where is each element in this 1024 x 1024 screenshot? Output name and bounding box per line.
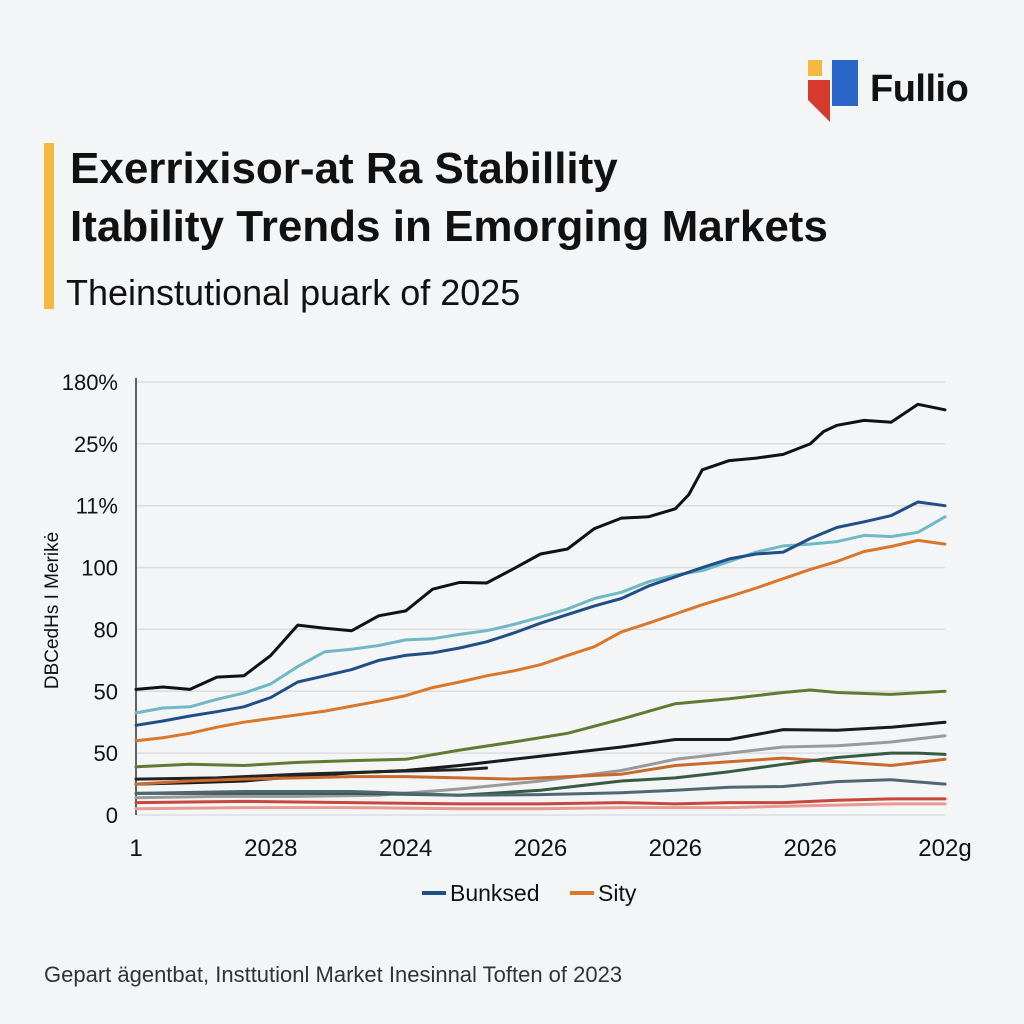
x-tick-label: 2026 [783,835,836,862]
y-tick-label: 100 [81,556,118,581]
legend-label: Sity [598,880,637,906]
series-line [134,797,947,806]
series-line [134,802,947,811]
x-tick-label: 2024 [379,835,432,862]
series-line [134,538,947,743]
logo-blue-block [832,60,858,106]
y-tick-label: 25% [74,432,118,457]
y-tick-label: 11% [76,494,118,519]
series-line [134,688,947,769]
series-line [134,766,489,781]
x-tick-label: 2026 [514,835,567,862]
y-tick-label: 80 [94,617,118,642]
series-line [134,778,947,797]
x-tick-label: 2026 [649,835,702,862]
page-subtitle: Theinstutional puark of 2025 [66,272,521,313]
brand-name: Fullio [870,68,969,110]
series-line [134,734,947,800]
brand-logo: Fullio [806,58,986,124]
x-tick-label: 2028 [244,835,297,862]
title-line-2: Itability Trends in Emorging Markets [70,202,828,251]
source-caption: Gepart ägentbat, Insttutionl Market Ines… [44,962,623,987]
series-line [134,500,947,727]
y-tick-label: 0 [106,803,118,828]
x-tick-label: 202g [918,835,971,862]
series-line [134,515,947,715]
page-title: Exerrixisor-at Ra Stabillity Itability T… [70,140,970,256]
title-accent-bar [44,143,54,309]
line-chart: 0 50 50 80 100 11% 25% 180% 1 2028 2024 2026 2026 202… [42,370,972,906]
series-line [134,751,947,797]
logo-red-block [808,80,830,122]
y-axis-title: DBCedHs I Merikė [42,532,63,689]
logo-yellow-block [808,60,822,76]
legend-label: Bunksed [450,880,540,906]
y-tick-label: 50 [94,741,118,766]
title-line-1: Exerrixisor-at Ra Stabillity [70,144,618,193]
y-tick-label: 50 [94,679,118,704]
y-tick-label: 180% [62,370,118,395]
x-tick-label: 1 [129,835,142,862]
fullio-logo-icon [808,60,858,122]
series-line [134,402,947,691]
